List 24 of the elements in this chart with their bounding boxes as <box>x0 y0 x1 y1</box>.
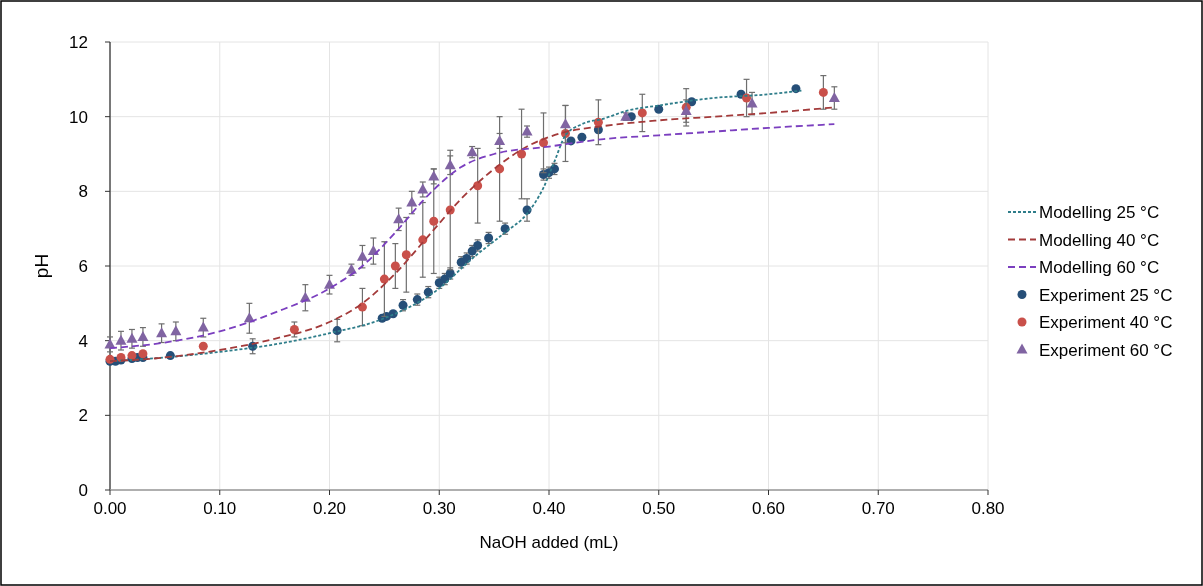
legend-label: Modelling 60 °C <box>1039 258 1160 277</box>
y-tick-label: 6 <box>78 257 88 276</box>
y-tick-label: 8 <box>78 182 88 202</box>
x-tick-label: 0.10 <box>203 499 237 518</box>
x-tick-label: 0.50 <box>642 499 676 518</box>
y-tick-label: 12 <box>69 33 88 52</box>
legend-label: Modelling 25 °C <box>1039 203 1160 222</box>
y-tick-label: 0 <box>78 481 88 500</box>
legend-label: Experiment 25 °C <box>1039 285 1173 305</box>
x-tick-label: 0.40 <box>532 499 566 518</box>
x-tick-label: 0.20 <box>312 499 347 518</box>
legend-label: Experiment 40 °C <box>1039 313 1173 332</box>
y-tick-label: 2 <box>78 406 88 426</box>
y-tick-label: 10 <box>69 107 88 127</box>
y-axis-title: pH <box>31 253 52 279</box>
x-axis-title: NaOH added (mL) <box>479 533 619 552</box>
legend-label: Modelling 40 °C <box>1039 230 1160 250</box>
x-tick-label: 0.70 <box>861 499 895 518</box>
x-tick-label: 0.30 <box>422 499 456 518</box>
x-tick-label: 0.00 <box>93 499 127 518</box>
x-tick-label: 0.60 <box>751 499 786 518</box>
x-tick-label: 0.80 <box>971 499 1005 518</box>
legend-label: Experiment 60 °C <box>1039 340 1173 360</box>
y-tick-label: 4 <box>78 331 88 351</box>
